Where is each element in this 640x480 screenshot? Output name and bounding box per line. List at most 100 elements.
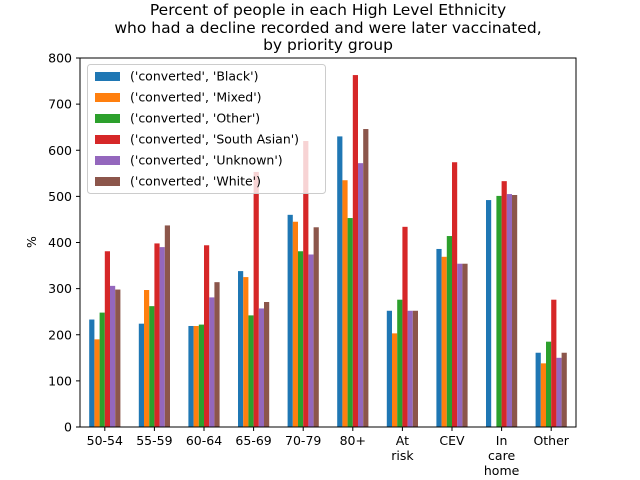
chart-title-line: who had a decline recorded and were late… bbox=[114, 19, 541, 37]
bar bbox=[204, 245, 210, 427]
legend-label: ('converted', 'Unknown') bbox=[130, 153, 283, 168]
bar bbox=[258, 308, 264, 427]
x-tick-label: Other bbox=[533, 433, 569, 448]
bar bbox=[154, 243, 160, 427]
bar bbox=[496, 195, 502, 427]
bar bbox=[248, 315, 254, 427]
legend-swatch bbox=[95, 156, 120, 165]
y-tick-label: 800 bbox=[48, 51, 72, 66]
bar bbox=[462, 263, 468, 427]
bar bbox=[512, 194, 518, 427]
x-tick-label: 65-69 bbox=[235, 433, 271, 448]
bar bbox=[99, 312, 105, 427]
bar bbox=[342, 180, 348, 427]
bar bbox=[535, 352, 541, 427]
legend-label: ('converted', 'White') bbox=[130, 174, 261, 189]
bar bbox=[115, 289, 121, 427]
bar bbox=[486, 200, 492, 427]
bar bbox=[441, 256, 447, 427]
bar bbox=[159, 247, 165, 427]
bars-group bbox=[89, 75, 567, 428]
bar bbox=[358, 163, 364, 428]
bar bbox=[138, 323, 144, 427]
bar bbox=[446, 236, 452, 427]
x-tick-label: 50-54 bbox=[87, 433, 123, 448]
bar bbox=[253, 171, 259, 427]
x-tick-label: At bbox=[396, 433, 409, 448]
bar bbox=[347, 218, 353, 427]
y-tick-label: 200 bbox=[48, 327, 72, 342]
bar bbox=[412, 310, 418, 427]
y-tick-label: 600 bbox=[48, 143, 72, 158]
bar bbox=[303, 141, 309, 427]
bar bbox=[243, 277, 249, 427]
bar bbox=[313, 227, 319, 427]
bar bbox=[104, 251, 110, 427]
legend-label: ('converted', 'Other') bbox=[130, 111, 260, 126]
bar bbox=[397, 299, 403, 427]
bar bbox=[238, 271, 244, 427]
y-tick-label: 300 bbox=[48, 281, 72, 296]
bar bbox=[149, 306, 155, 427]
x-tick-label: risk bbox=[391, 448, 414, 463]
legend-swatch bbox=[95, 135, 120, 144]
bar bbox=[94, 339, 100, 427]
bar bbox=[209, 297, 215, 427]
bar bbox=[392, 333, 398, 427]
y-tick-label: 0 bbox=[64, 420, 72, 435]
bar bbox=[308, 254, 314, 427]
legend-swatch bbox=[95, 93, 120, 102]
legend-swatch bbox=[95, 114, 120, 123]
x-tick-label: home bbox=[484, 463, 520, 478]
bar bbox=[546, 341, 552, 427]
bar bbox=[89, 319, 95, 427]
bar bbox=[164, 225, 170, 427]
legend-label: ('converted', 'Mixed') bbox=[130, 90, 262, 105]
x-tick-label: 80+ bbox=[340, 433, 366, 448]
bar bbox=[214, 282, 220, 427]
chart-title-line: Percent of people in each High Level Eth… bbox=[150, 1, 506, 19]
y-tick-label: 500 bbox=[48, 189, 72, 204]
y-tick-label: 700 bbox=[48, 97, 72, 112]
bar bbox=[436, 248, 442, 427]
bar bbox=[337, 136, 343, 427]
y-axis-label: % bbox=[24, 236, 39, 248]
x-tick-label: CEV bbox=[439, 433, 465, 448]
y-tick-label: 400 bbox=[48, 235, 72, 250]
chart-title-line: by priority group bbox=[263, 36, 393, 54]
x-tick-label: 70-79 bbox=[285, 433, 321, 448]
bar bbox=[298, 251, 304, 427]
legend-label: ('converted', 'Black') bbox=[130, 69, 258, 84]
bar bbox=[363, 129, 369, 427]
bar bbox=[407, 310, 413, 427]
y-tick-label: 100 bbox=[48, 373, 72, 388]
bar bbox=[352, 75, 358, 427]
bar bbox=[452, 162, 458, 428]
legend: ('converted', 'Black') ('converted', 'Mix… bbox=[87, 64, 326, 194]
bar bbox=[457, 263, 463, 427]
bar bbox=[287, 214, 293, 427]
bar bbox=[110, 285, 116, 427]
legend-box bbox=[87, 64, 326, 194]
legend-label: ('converted', 'South Asian') bbox=[130, 132, 299, 147]
bar bbox=[561, 352, 567, 427]
bar bbox=[198, 324, 204, 427]
bar bbox=[188, 325, 194, 427]
bar bbox=[386, 310, 392, 427]
bar bbox=[540, 363, 546, 427]
bar bbox=[292, 221, 298, 427]
bar bbox=[501, 181, 507, 427]
bar bbox=[264, 302, 270, 427]
legend-swatch bbox=[95, 177, 120, 186]
bar bbox=[551, 299, 557, 427]
x-tick-label: 60-64 bbox=[186, 433, 222, 448]
bar bbox=[506, 194, 512, 427]
x-tick-label: care bbox=[488, 448, 515, 463]
bar bbox=[402, 226, 408, 427]
legend-swatch bbox=[95, 72, 120, 81]
bar bbox=[144, 290, 150, 427]
bar bbox=[556, 357, 562, 427]
x-tick-label: 55-59 bbox=[136, 433, 172, 448]
